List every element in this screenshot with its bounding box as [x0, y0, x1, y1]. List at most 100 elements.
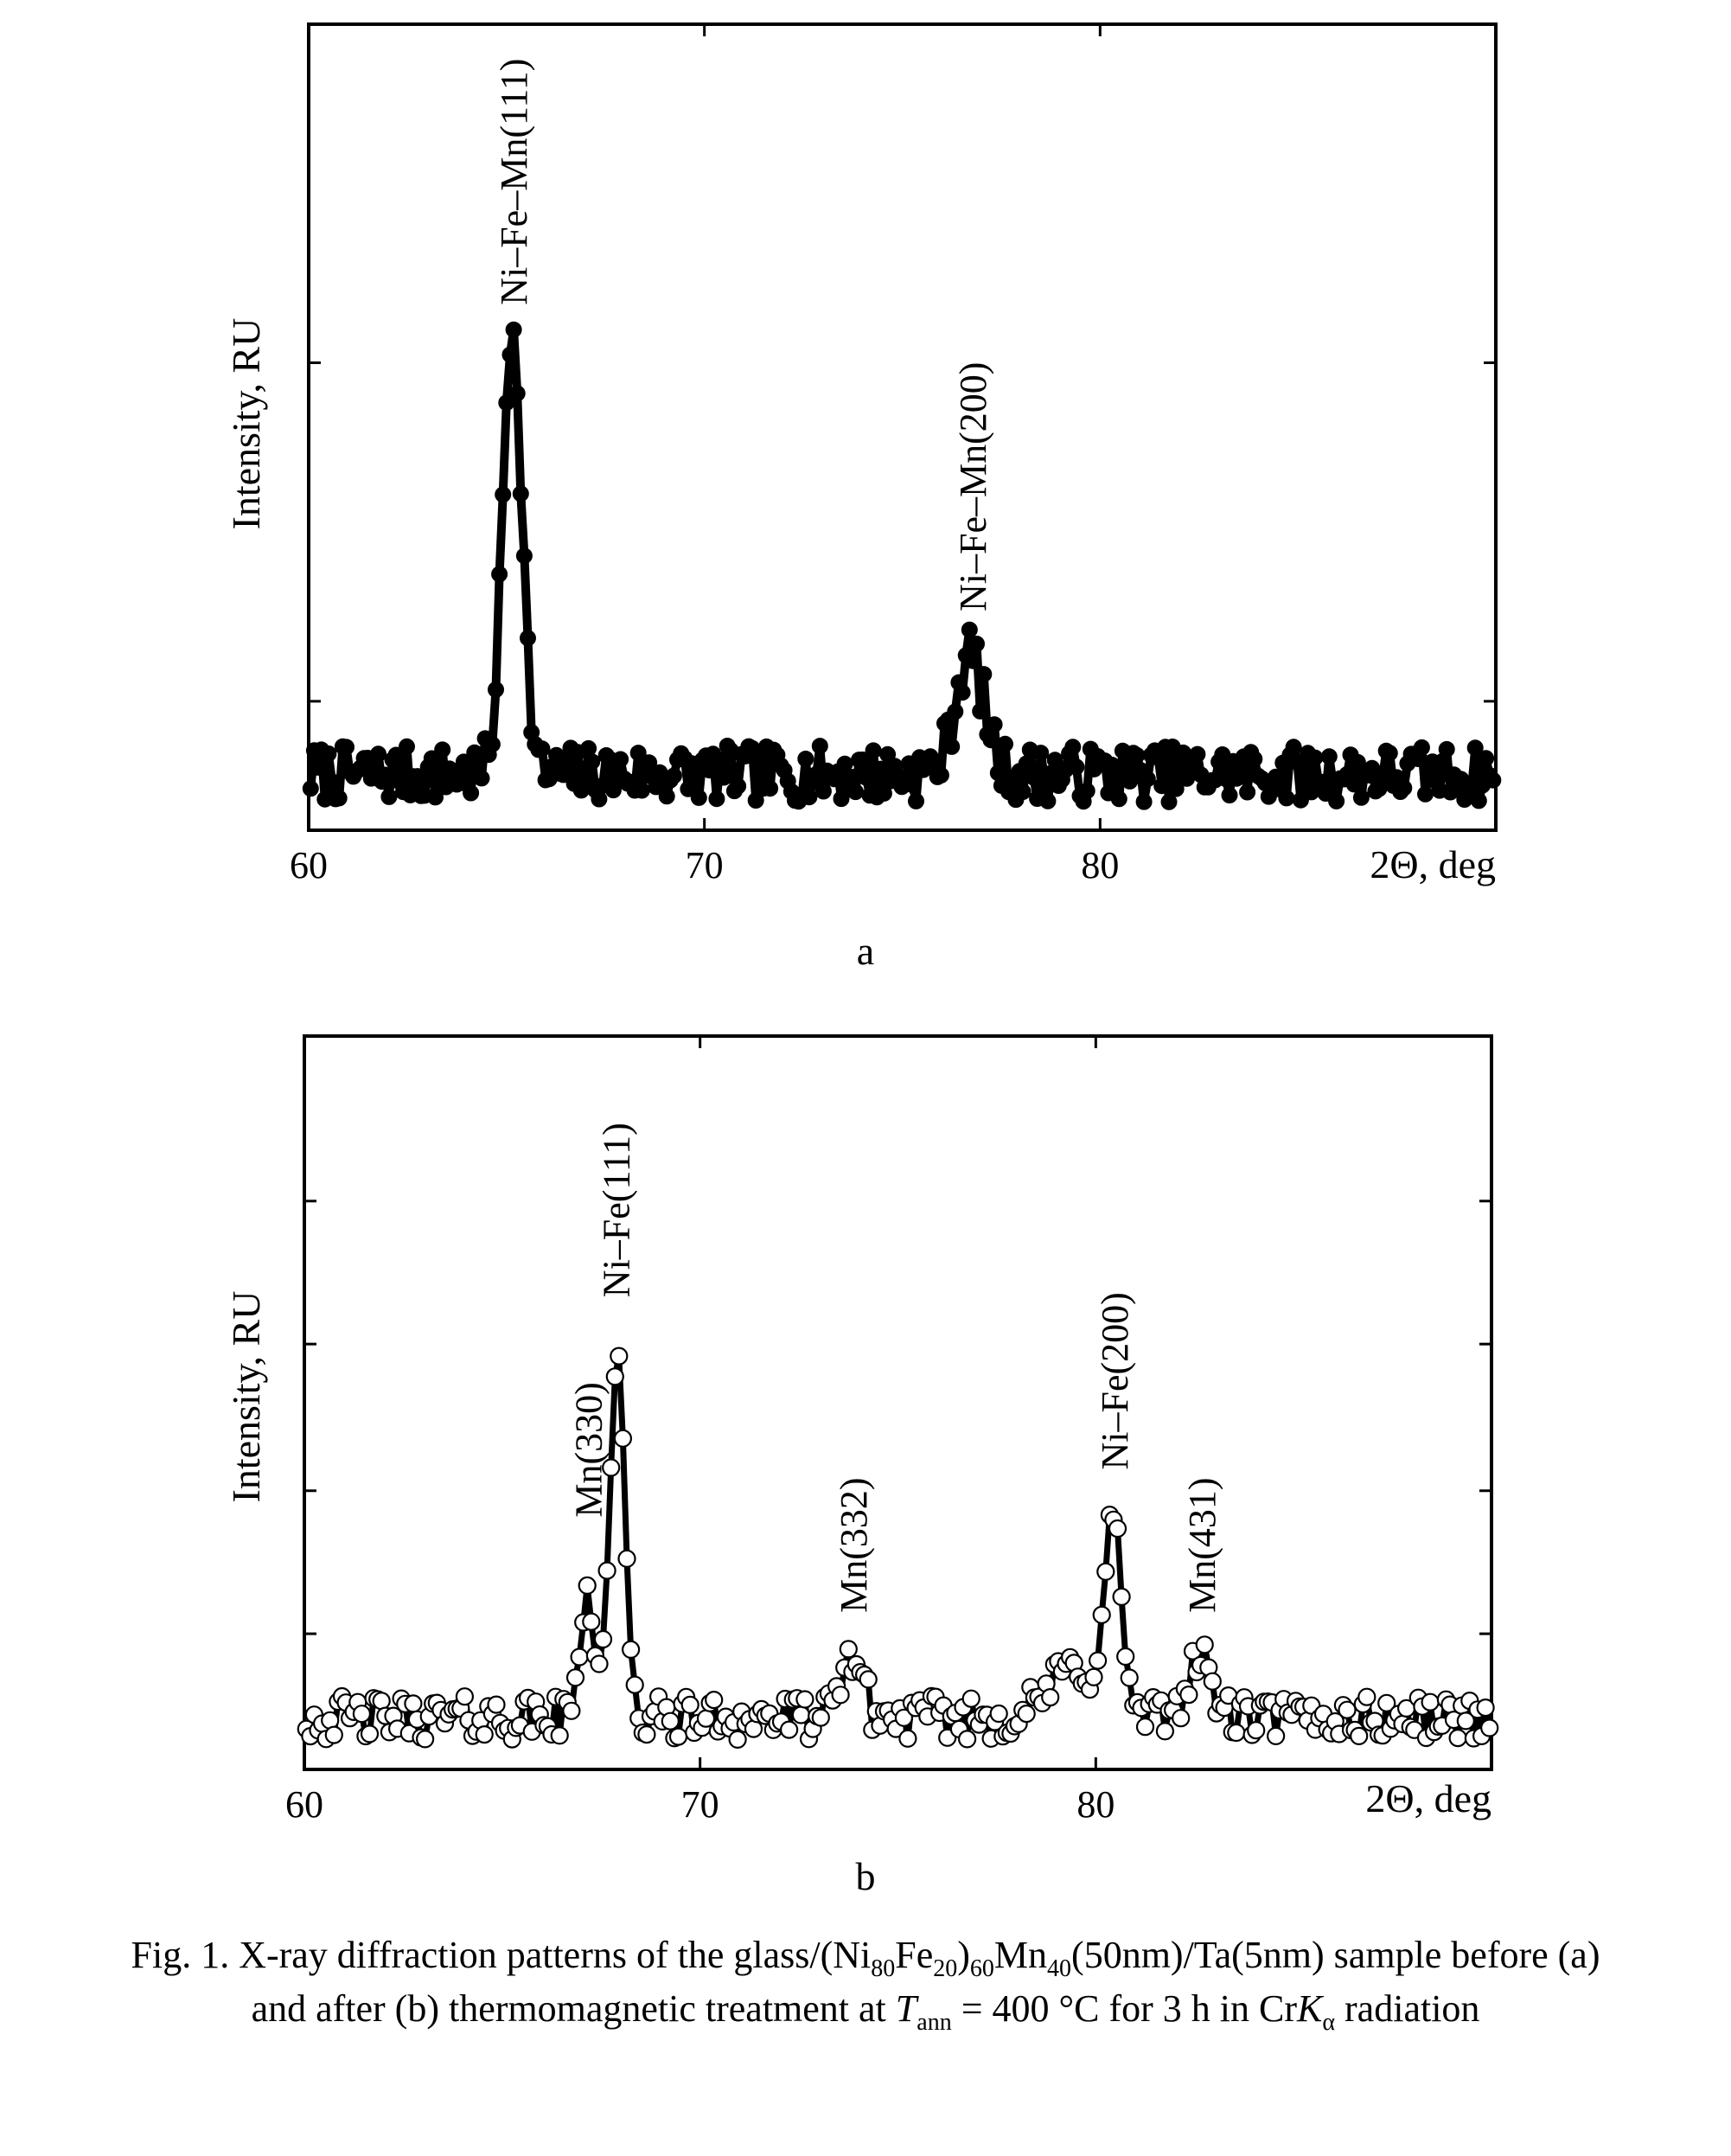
- data-point: [1485, 771, 1502, 789]
- figure-caption: Fig. 1. X-ray diffraction patterns of th…: [35, 1929, 1696, 2036]
- data-point: [1179, 1685, 1198, 1705]
- data-point: [1092, 1605, 1111, 1624]
- data-point: [1350, 1726, 1369, 1746]
- data-point: [310, 758, 326, 776]
- data-point: [954, 684, 971, 701]
- data-point: [427, 789, 444, 806]
- series-line: [303, 1353, 1493, 1743]
- peak-label: Ni–Fe–Mn(111): [493, 59, 535, 305]
- data-point: [1139, 771, 1156, 788]
- data-point: [986, 716, 1003, 733]
- data-point: [473, 770, 490, 787]
- data-point: [1448, 1728, 1467, 1748]
- data-point: [696, 1709, 716, 1728]
- data-point: [730, 777, 747, 795]
- data-point: [1364, 759, 1381, 777]
- caption-text: Fig. 1. X-ray diffraction patterns of th…: [131, 1934, 872, 1976]
- data-point: [372, 1692, 391, 1711]
- data-point: [1153, 777, 1171, 795]
- series-marks-b: [297, 1347, 1499, 1750]
- data-point: [1103, 757, 1121, 773]
- data-point: [1381, 745, 1398, 762]
- data-point: [613, 1429, 633, 1448]
- caption-text: Mn: [993, 1934, 1048, 1976]
- data-point: [1352, 789, 1370, 806]
- data-point: [475, 1724, 494, 1744]
- plot-frame-a: [307, 22, 1498, 832]
- data-point: [533, 740, 551, 758]
- data-point: [590, 1654, 609, 1673]
- data-point: [1032, 745, 1050, 762]
- data-point: [1470, 792, 1487, 809]
- data-point: [1247, 1721, 1266, 1740]
- data-point: [1478, 750, 1495, 767]
- data-point: [612, 751, 629, 768]
- data-point: [597, 1561, 616, 1580]
- data-point: [801, 789, 818, 806]
- peak-labels-b: Mn(330) Ni–Fe(111) Mn(332) Ni–Fe(200) Mn(431…: [568, 1123, 1223, 1613]
- x-tick-label: 70: [681, 1783, 719, 1826]
- data-point: [512, 485, 529, 502]
- data-point: [854, 752, 872, 768]
- data-point: [680, 780, 697, 797]
- data-point: [762, 780, 779, 797]
- x-tick-label: 80: [1081, 844, 1119, 886]
- data-point: [380, 788, 398, 805]
- data-point: [1018, 755, 1035, 772]
- data-point: [338, 739, 355, 756]
- data-point: [779, 1720, 799, 1739]
- data-point: [847, 784, 864, 801]
- data-point: [621, 1640, 641, 1660]
- data-point: [604, 782, 622, 799]
- data-point: [602, 1458, 621, 1477]
- data-point: [1172, 1709, 1191, 1728]
- chart-panel-b: 60 70 80 2Θ, deg Intensity, RU Mn(330) Ni–F…: [224, 1034, 1499, 1898]
- x-axis-label-b: 2Θ, deg: [1365, 1776, 1491, 1820]
- data-point: [584, 753, 601, 771]
- data-point: [550, 1726, 569, 1745]
- data-point: [1135, 793, 1153, 810]
- data-point: [562, 1701, 581, 1720]
- data-point: [972, 702, 989, 720]
- data-point: [491, 566, 508, 583]
- data-point: [795, 1690, 814, 1709]
- ticks-a: 60 70 80: [290, 24, 1496, 886]
- data-point: [811, 738, 828, 755]
- data-point: [1417, 785, 1434, 803]
- data-point: [658, 788, 675, 805]
- data-point: [665, 767, 682, 784]
- data-point: [975, 666, 993, 683]
- caption-text: ): [957, 1934, 970, 1976]
- data-point: [434, 741, 451, 758]
- data-point: [968, 636, 985, 652]
- data-point: [1160, 793, 1178, 810]
- data-point: [330, 790, 348, 807]
- peak-label: Mn(332): [833, 1477, 875, 1612]
- data-point: [1112, 1587, 1131, 1607]
- data-point: [617, 1549, 636, 1568]
- data-point: [1421, 1692, 1440, 1711]
- data-point: [1480, 1718, 1499, 1737]
- data-point: [947, 703, 964, 720]
- data-point: [982, 732, 1000, 749]
- data-point: [1306, 749, 1324, 766]
- data-point: [791, 1705, 811, 1724]
- data-point: [1108, 1519, 1127, 1539]
- data-point: [908, 792, 924, 809]
- data-point: [1413, 739, 1430, 756]
- data-point: [1078, 783, 1095, 799]
- data-point: [797, 751, 814, 767]
- data-point: [463, 784, 480, 802]
- data-point: [466, 744, 483, 761]
- caption-symbol: T: [895, 1987, 917, 2030]
- x-axis-label-a: 2Θ, deg: [1370, 842, 1496, 886]
- y-axis-label-b: Intensity, RU: [224, 1291, 268, 1503]
- data-point: [637, 1724, 656, 1744]
- data-point: [1328, 792, 1345, 809]
- data-point: [625, 1675, 644, 1694]
- data-point: [712, 752, 729, 769]
- peak-label: Ni–Fe–Mn(200): [952, 362, 994, 611]
- data-point: [728, 1730, 747, 1750]
- caption-sub: α: [1322, 2008, 1336, 2036]
